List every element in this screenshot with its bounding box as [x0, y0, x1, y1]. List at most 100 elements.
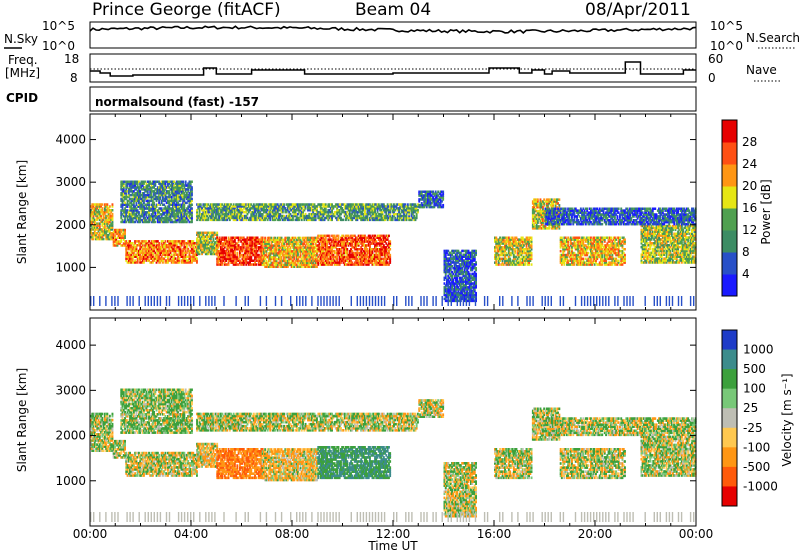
- cell: [180, 192, 183, 195]
- cell: [278, 257, 280, 261]
- cell: [173, 247, 176, 251]
- cell: [145, 249, 148, 253]
- cell: [120, 213, 123, 216]
- cell: [173, 190, 176, 193]
- cell: [281, 252, 284, 255]
- cell: [209, 239, 212, 242]
- cell: [162, 186, 164, 189]
- cell: [279, 257, 282, 261]
- cell: [177, 255, 179, 258]
- cell: [292, 246, 294, 249]
- cell: [201, 243, 203, 246]
- cell: [144, 245, 147, 249]
- cell: [222, 236, 225, 239]
- cell: [91, 220, 94, 223]
- cell: [211, 233, 214, 236]
- cell: [307, 244, 310, 247]
- cell: [189, 245, 192, 249]
- cell: [227, 257, 230, 261]
- cell: [172, 180, 174, 183]
- cell: [135, 244, 138, 247]
- cell: [127, 211, 130, 214]
- cell: [223, 249, 226, 253]
- cell: [300, 242, 303, 245]
- cell: [259, 240, 262, 243]
- cell: [175, 199, 178, 203]
- cell: [184, 182, 187, 185]
- cell: [309, 254, 312, 257]
- cell: [280, 261, 283, 265]
- cell: [107, 233, 110, 237]
- cell: [203, 239, 206, 242]
- cell: [299, 259, 302, 263]
- cell: [146, 216, 149, 220]
- cell: [217, 255, 220, 259]
- cell: [115, 228, 118, 232]
- cell: [173, 193, 176, 197]
- cell: [185, 259, 188, 262]
- cell: [95, 214, 97, 218]
- cell: [105, 237, 108, 241]
- cell: [92, 203, 95, 206]
- cell: [178, 259, 181, 262]
- cell: [221, 253, 224, 257]
- cell: [206, 233, 208, 236]
- cell: [120, 230, 123, 234]
- cell: [174, 251, 177, 255]
- cell: [135, 192, 138, 195]
- cell: [159, 197, 162, 201]
- cell: [265, 254, 268, 257]
- cell: [208, 241, 211, 244]
- cell: [232, 242, 235, 245]
- cell: [168, 216, 171, 220]
- cell: [285, 265, 288, 268]
- cell: [285, 255, 288, 259]
- cell: [252, 263, 255, 266]
- cell: [233, 238, 236, 241]
- cell: [233, 263, 236, 266]
- cell: [191, 207, 193, 210]
- cell: [144, 257, 147, 260]
- cell: [263, 240, 265, 243]
- cell: [188, 201, 191, 205]
- cell: [164, 220, 167, 224]
- cell: [269, 236, 272, 240]
- cell: [288, 250, 291, 253]
- cell: [121, 213, 124, 216]
- cell: [168, 186, 171, 189]
- cell: [184, 211, 187, 214]
- cell: [184, 184, 187, 187]
- cell: [131, 182, 134, 185]
- cell: [162, 240, 164, 243]
- cell: [182, 209, 185, 212]
- cell: [134, 205, 137, 208]
- cell: [156, 247, 159, 251]
- cell: [148, 199, 150, 203]
- cell: [149, 218, 152, 222]
- cell: [235, 246, 238, 249]
- cell: [144, 218, 147, 222]
- cell: [95, 203, 97, 206]
- cell: [280, 242, 283, 245]
- cell: [154, 193, 157, 197]
- cell: [209, 245, 212, 248]
- cell: [286, 236, 289, 240]
- cell: [275, 261, 278, 265]
- cell: [260, 240, 263, 243]
- cell: [169, 251, 172, 255]
- cell: [337, 234, 340, 238]
- cell: [250, 246, 253, 249]
- cell: [183, 255, 186, 258]
- cell: [297, 236, 299, 240]
- cell: [139, 193, 142, 197]
- cell: [178, 190, 181, 193]
- cell: [174, 192, 177, 195]
- cell: [168, 259, 171, 262]
- cell: [308, 257, 311, 261]
- cell: [95, 235, 97, 239]
- cell: [170, 186, 173, 189]
- cell: [136, 205, 139, 208]
- cell: [260, 253, 263, 257]
- cell: [308, 254, 311, 257]
- cell: [174, 188, 177, 191]
